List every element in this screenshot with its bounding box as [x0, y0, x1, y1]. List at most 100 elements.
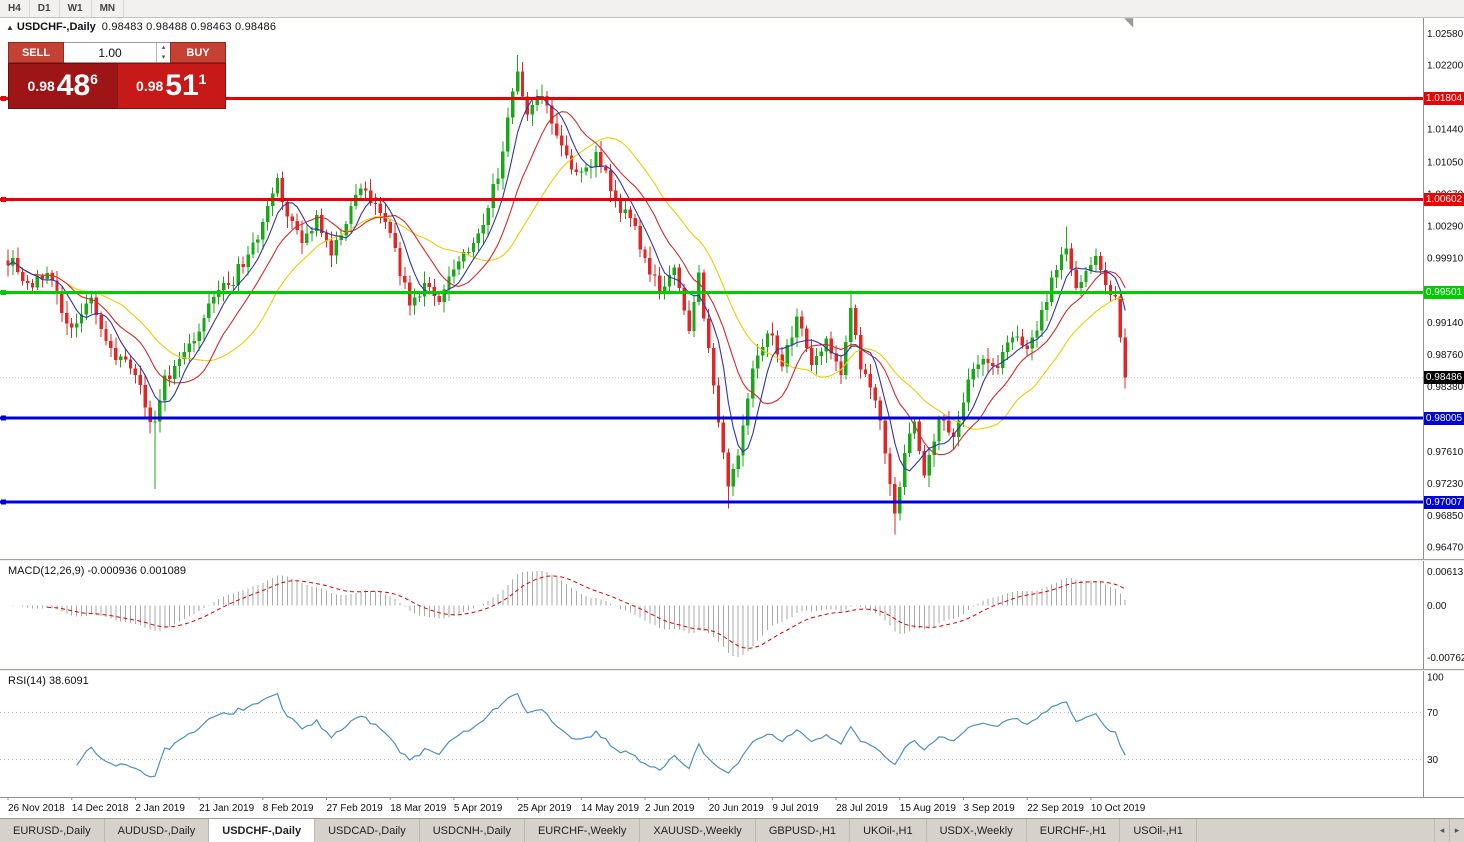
svg-text:100: 100	[1427, 673, 1444, 684]
svg-text:28 Jul 2019: 28 Jul 2019	[836, 803, 888, 814]
svg-text:20 Jun 2019: 20 Jun 2019	[709, 803, 764, 814]
timeframe-button-mn[interactable]: MN	[92, 0, 125, 17]
hline-price-tag: 0.97007	[1424, 495, 1464, 509]
chart-tabs-bar: EURUSD-,Daily AUDUSD-,Daily USDCHF-,Daily U…	[0, 818, 1464, 842]
volume-spinner[interactable]: ▴ ▾	[156, 43, 170, 62]
macd-axis-labels: 0.00613 0.00 -0.00762	[1427, 567, 1464, 664]
tab-scroll-left-icon[interactable]: ◂	[1434, 819, 1449, 842]
svg-text:2 Jan 2019: 2 Jan 2019	[135, 803, 185, 814]
spin-up-icon[interactable]: ▴	[161, 44, 166, 51]
svg-text:0.96850: 0.96850	[1427, 511, 1464, 522]
chart-tab-usdcad-daily[interactable]: USDCAD-,Daily	[315, 819, 420, 842]
buy-button[interactable]: BUY	[170, 42, 226, 63]
buy-price-prefix: 0.98	[136, 78, 164, 94]
chart-tab-xauusd-weekly[interactable]: XAUUSD-,Weekly	[640, 819, 756, 842]
chart-tab-gbpusd-h1[interactable]: GBPUSD-,H1	[756, 819, 851, 842]
volume-stepper[interactable]: 1.00 ▴ ▾	[64, 42, 170, 63]
svg-text:1.02200: 1.02200	[1427, 61, 1464, 72]
chart-tab-audusd-daily[interactable]: AUDUSD-,Daily	[105, 819, 210, 842]
horizontal-lines	[0, 96, 1423, 505]
timeframe-button-d1[interactable]: D1	[30, 0, 60, 17]
sell-button[interactable]: SELL	[8, 42, 64, 63]
hline-handle[interactable]	[1, 289, 6, 295]
chart-tab-usdchf-daily[interactable]: USDCHF-,Daily	[209, 819, 316, 842]
hline-handle[interactable]	[1, 499, 6, 505]
svg-text:0.99140: 0.99140	[1427, 318, 1464, 329]
svg-text:-0.00762: -0.00762	[1427, 653, 1464, 664]
svg-text:1.02580: 1.02580	[1427, 29, 1464, 40]
current-price-tag: 0.98486	[1424, 371, 1464, 385]
rsi-indicator-label: RSI(14) 38.6091	[8, 675, 89, 687]
sell-price-display[interactable]: 0.98 48 6	[8, 63, 117, 109]
svg-text:3 Sep 2019: 3 Sep 2019	[964, 803, 1016, 814]
ma-line-24	[7, 137, 1126, 430]
sell-price-prefix: 0.98	[27, 78, 55, 94]
ma-line-6	[7, 95, 1126, 472]
chart-tab-eurusd-daily[interactable]: EURUSD-,Daily	[0, 819, 105, 842]
svg-text:0.96470: 0.96470	[1427, 543, 1464, 554]
rsi-pane	[0, 692, 1423, 778]
svg-text:15 Aug 2019: 15 Aug 2019	[900, 803, 957, 814]
chart-tab-usdx-weekly[interactable]: USDX-,Weekly	[927, 819, 1027, 842]
svg-text:5 Apr 2019: 5 Apr 2019	[454, 803, 503, 814]
hline-price-tag: 0.99501	[1424, 285, 1464, 299]
svg-text:30: 30	[1427, 755, 1439, 766]
hline-price-tag: 0.98005	[1424, 411, 1464, 425]
moving-averages	[7, 95, 1126, 472]
chart-symbol-label: USDCHF-,Daily	[16, 21, 96, 33]
svg-text:9 Jul 2019: 9 Jul 2019	[772, 803, 819, 814]
chart-tab-usdcnh-daily[interactable]: USDCNH-,Daily	[420, 819, 525, 842]
sell-price-pip: 6	[90, 71, 98, 87]
macd-indicator-label: MACD(12,26,9) -0.000936 0.001089	[8, 565, 186, 577]
svg-text:1.00290: 1.00290	[1427, 221, 1464, 232]
svg-text:14 Dec 2018: 14 Dec 2018	[72, 803, 129, 814]
timeframe-toolbar: H4 D1 W1 MN	[0, 0, 1464, 18]
scroll-to-end-icon[interactable]: ◥	[1124, 15, 1134, 29]
svg-text:0.97230: 0.97230	[1427, 479, 1464, 490]
svg-text:14 May 2019: 14 May 2019	[581, 803, 639, 814]
svg-text:1.01440: 1.01440	[1427, 125, 1464, 136]
svg-text:22 Sep 2019: 22 Sep 2019	[1027, 803, 1084, 814]
hline-handle[interactable]	[1, 197, 6, 203]
hline-handle[interactable]	[1, 415, 6, 421]
pane-separators	[0, 17, 1464, 798]
spin-down-icon[interactable]: ▾	[161, 53, 166, 61]
date-axis[interactable]: 26 Nov 2018 14 Dec 2018 2 Jan 2019 21 Jan 2…	[7, 797, 1146, 814]
svg-text:0.00: 0.00	[1427, 601, 1447, 612]
sell-price-big: 48	[56, 69, 91, 102]
chart-tab-ukoil-h1[interactable]: UKOil-,H1	[850, 819, 927, 842]
svg-text:8 Feb 2019: 8 Feb 2019	[263, 803, 314, 814]
ma-line-13	[7, 111, 1126, 456]
svg-text:0.98760: 0.98760	[1427, 350, 1464, 361]
hline-price-tag: 1.00602	[1424, 193, 1464, 207]
tab-scroll-right-icon[interactable]: ▸	[1449, 819, 1464, 842]
svg-text:0.97610: 0.97610	[1427, 447, 1464, 458]
macd-signal-line	[47, 575, 1126, 649]
chart-tab-eurchf-h1[interactable]: EURCHF-,H1	[1027, 819, 1121, 842]
chart-ohlc-values: 0.98483 0.98488 0.98463 0.98486	[101, 21, 277, 33]
buy-price-big: 51	[165, 69, 199, 102]
svg-text:10 Oct 2019: 10 Oct 2019	[1091, 803, 1146, 814]
svg-text:0.99910: 0.99910	[1427, 253, 1464, 264]
one-click-trade-panel: SELL 1.00 ▴ ▾ BUY 0.98 48 6 0.98 51 1	[8, 42, 226, 109]
candlestick-series	[6, 55, 1127, 535]
chart-tab-eurchf-weekly[interactable]: EURCHF-,Weekly	[525, 819, 641, 842]
volume-value[interactable]: 1.00	[98, 45, 122, 60]
svg-text:25 Apr 2019: 25 Apr 2019	[518, 803, 572, 814]
chart-tab-usoil-h1[interactable]: USOil-,H1	[1120, 819, 1197, 842]
svg-text:2 Jun 2019: 2 Jun 2019	[645, 803, 695, 814]
hline-price-tag: 1.01804	[1424, 92, 1464, 105]
timeframe-button-w1[interactable]: W1	[60, 0, 92, 17]
svg-text:27 Feb 2019: 27 Feb 2019	[327, 803, 384, 814]
chart-symbol-header: ▲ USDCHF-,Daily 0.98483 0.98488 0.98463 0.…	[6, 21, 276, 33]
buy-price-pip: 1	[198, 71, 207, 87]
svg-text:70: 70	[1427, 708, 1439, 719]
macd-pane	[12, 571, 1126, 657]
hline-handle[interactable]	[1, 96, 6, 101]
panel-toggle-icon[interactable]: ▲	[6, 23, 14, 32]
timeframe-button-h4[interactable]: H4	[0, 0, 30, 17]
buy-price-display[interactable]: 0.98 51 1	[116, 63, 226, 109]
rsi-line	[76, 692, 1126, 778]
svg-text:18 Mar 2019: 18 Mar 2019	[390, 803, 447, 814]
